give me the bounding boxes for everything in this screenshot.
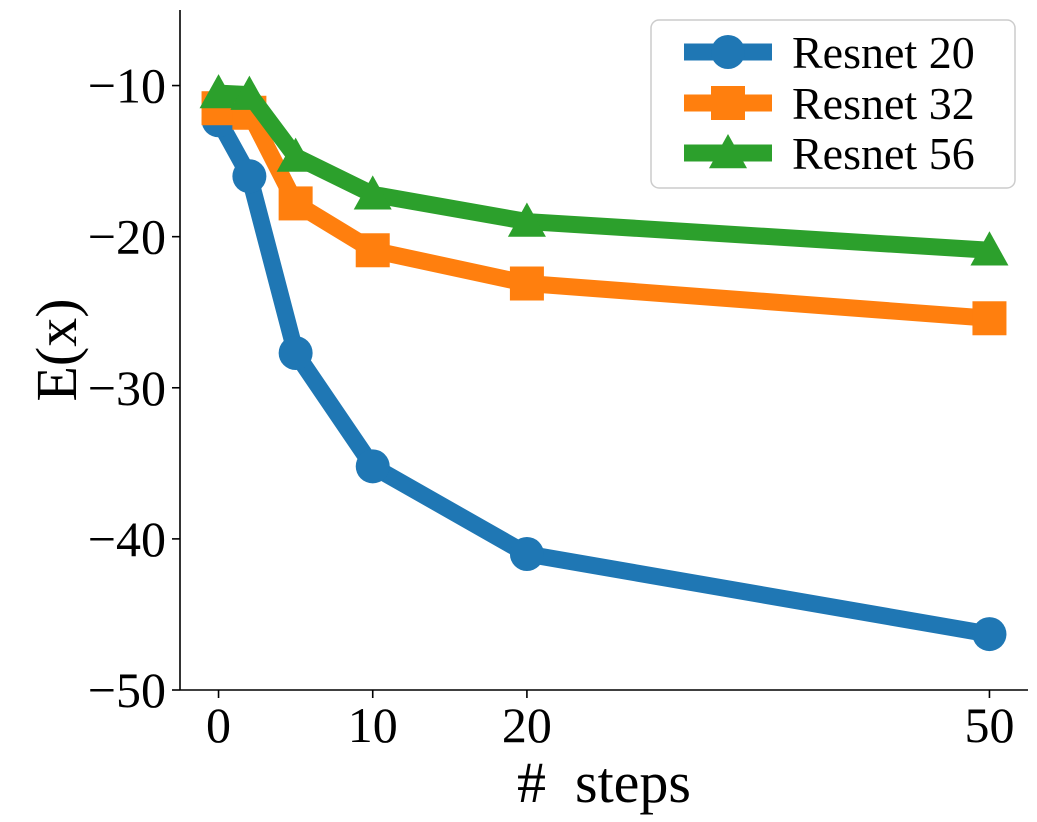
legend-marker-triangle	[709, 134, 747, 169]
series-line	[210, 111, 998, 643]
data-point-triangle	[276, 137, 315, 172]
x-tick-label: 50	[964, 697, 1014, 753]
x-tick-label: 10	[348, 697, 398, 753]
x-tick-label: 20	[502, 697, 552, 753]
data-point-triangle	[199, 74, 238, 109]
legend-marker-square	[711, 86, 745, 120]
axes	[179, 10, 1028, 691]
y-tick-label: −10	[88, 58, 166, 114]
y-tick-label: −30	[88, 360, 166, 416]
data-point-circle	[972, 617, 1007, 652]
legend-label: Resnet 20	[792, 27, 975, 78]
data-point-triangle	[230, 75, 269, 110]
legend-label: Resnet 56	[792, 128, 975, 179]
x-axis-label: # steps	[517, 750, 691, 815]
data-point-circle	[232, 159, 267, 194]
data-point-triangle	[970, 231, 1009, 266]
y-tick-label: −50	[88, 662, 166, 718]
legend-label: Resnet 32	[792, 78, 975, 129]
legend-marker-circle	[711, 35, 745, 69]
data-point-square	[278, 186, 313, 221]
series-resnet-20	[201, 103, 1007, 652]
data-point-circle	[278, 336, 313, 371]
series	[199, 74, 1009, 652]
series-resnet-56	[199, 74, 1009, 266]
data-point-square	[509, 266, 544, 301]
ticks: −10 −20 −30 −40 −50 0 10 20 50	[88, 58, 1015, 753]
data-point-circle	[509, 537, 544, 571]
y-tick-label: −20	[88, 209, 166, 265]
data-point-circle	[355, 449, 390, 484]
y-axis-label: E(x)	[24, 298, 89, 401]
y-tick-label: −40	[88, 511, 166, 567]
data-point-triangle	[353, 175, 392, 210]
x-tick-label: 0	[206, 697, 231, 753]
data-point-square	[355, 233, 390, 268]
data-point-triangle	[507, 202, 546, 237]
data-point-square	[972, 301, 1007, 336]
